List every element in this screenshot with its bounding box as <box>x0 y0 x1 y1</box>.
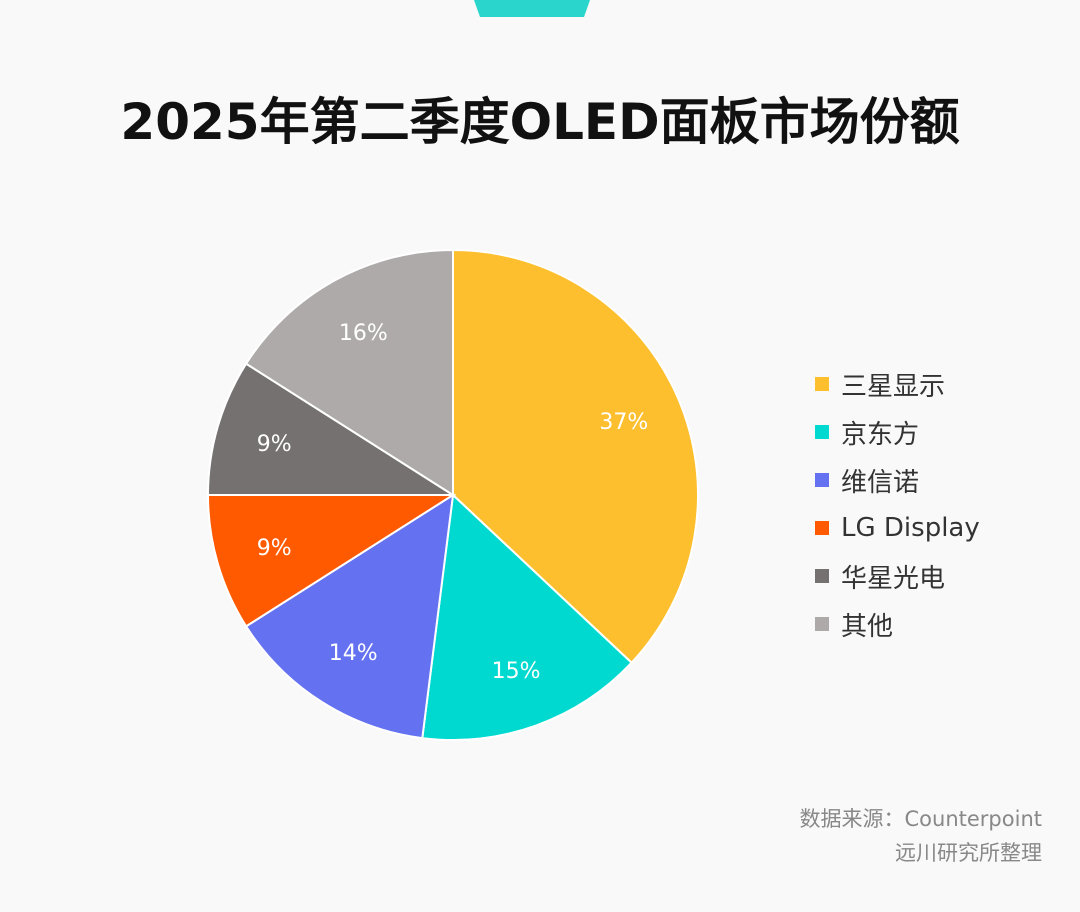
legend-swatch <box>815 569 829 583</box>
legend: 三星显示京东方维信诺 LG Display 华星光电其他 <box>815 360 980 648</box>
legend-swatch <box>815 521 829 535</box>
data-label: 16% <box>339 321 388 346</box>
chart-title: 2025年第二季度OLED面板市场份额 <box>120 93 960 151</box>
data-label: 15% <box>492 659 541 684</box>
legend-item: 维信诺 <box>815 456 980 504</box>
legend-label: 京东方 <box>841 419 920 450</box>
legend-label: 华星光电 <box>841 563 946 594</box>
legend-label: LG Display <box>841 513 980 543</box>
legend-label: 其他 <box>841 611 894 642</box>
legend-swatch <box>815 473 829 487</box>
credit-line: 远川研究所整理 <box>895 841 1042 865</box>
pie-slice <box>206 362 457 496</box>
pie-slice <box>244 493 455 740</box>
source-note: 数据来源：Counterpoint 远川研究所整理 <box>800 802 1042 870</box>
legend-label: 三星显示 <box>841 371 946 402</box>
source-line: 数据来源：Counterpoint <box>799 807 1042 831</box>
legend-label: 维信诺 <box>841 467 920 498</box>
data-label: 37% <box>599 410 648 435</box>
legend-swatch <box>815 617 829 631</box>
legend-item: 京东方 <box>815 408 980 456</box>
data-label: 14% <box>329 641 378 666</box>
legend-item: 其他 <box>815 600 980 648</box>
pie-slice <box>206 494 457 628</box>
pie-slice <box>244 248 454 497</box>
pie-slice <box>421 492 634 741</box>
data-label: 9% <box>257 536 292 561</box>
top-accent-tab <box>474 0 590 17</box>
legend-item: 华星光电 <box>815 552 980 600</box>
legend-swatch <box>815 377 829 391</box>
legend-item: LG Display <box>815 504 980 552</box>
data-label: 9% <box>257 432 292 457</box>
legend-swatch <box>815 425 829 439</box>
pie-slice <box>452 248 699 665</box>
legend-item: 三星显示 <box>815 360 980 408</box>
